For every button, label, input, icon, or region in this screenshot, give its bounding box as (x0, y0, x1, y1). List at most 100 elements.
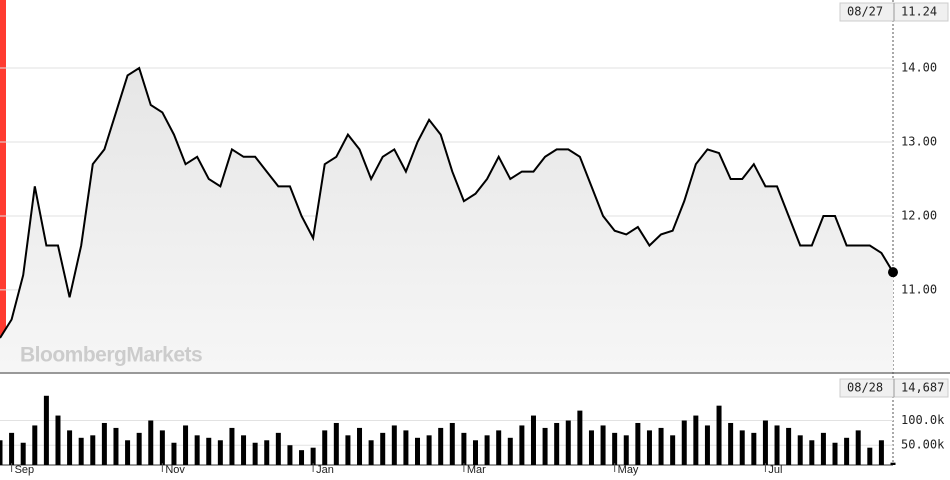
volume-bar (762, 420, 768, 465)
volume-bar (9, 432, 15, 465)
volume-bar (878, 440, 884, 465)
volume-bar (380, 432, 386, 465)
volume-bar (704, 425, 710, 465)
volume-bar (751, 432, 757, 465)
volume-bar (43, 395, 49, 465)
volume-bar (844, 437, 850, 465)
volume-bar (113, 427, 119, 465)
volume-bar (229, 427, 235, 465)
volume-bar (577, 410, 583, 465)
volume-bar (287, 445, 293, 465)
x-tick-label: Sep (15, 464, 35, 476)
volume-bar (252, 442, 258, 465)
volume-bar (438, 427, 444, 465)
volume-bar (55, 415, 61, 465)
volume-bar (217, 440, 223, 465)
volume-bar (797, 435, 803, 465)
volume-bar (635, 422, 641, 465)
volume-bar (565, 420, 571, 465)
volume-bar (681, 420, 687, 465)
volume-bar (774, 425, 780, 465)
volume-bar (855, 430, 861, 465)
volume-bar (658, 427, 664, 465)
volume-bar (496, 430, 502, 465)
last-value: 14,687 (901, 381, 944, 395)
volume-bar (449, 422, 455, 465)
volume-bar (820, 432, 826, 465)
x-tick-label: May (618, 464, 639, 476)
volume-bar (368, 440, 374, 465)
volume-bar (623, 435, 629, 465)
volume-bar (310, 447, 316, 465)
volume-bar (554, 422, 560, 465)
volume-bar (357, 427, 363, 465)
volume-bar (612, 432, 618, 465)
volume-bar (890, 462, 896, 465)
y-tick-label: 13.00 (901, 134, 937, 148)
volume-bar (739, 430, 745, 465)
volume-bar (507, 437, 513, 465)
volume-bar (867, 447, 873, 465)
volume-bar (148, 420, 154, 465)
volume-bar (125, 440, 131, 465)
last-value: 11.24 (901, 5, 937, 19)
watermark: BloombergMarkets (20, 344, 202, 367)
volume-bar (264, 440, 270, 465)
x-tick-label: Jul (768, 464, 782, 476)
volume-bar (693, 415, 699, 465)
volume-bar (275, 432, 281, 465)
volume-bar (403, 430, 409, 465)
last-date: 08/28 (847, 381, 883, 395)
volume-bar (716, 405, 722, 465)
volume-bar (183, 425, 189, 465)
volume-bar (32, 425, 38, 465)
last-point (888, 267, 898, 278)
x-tick-label: Jan (316, 464, 334, 476)
price-line (0, 66, 894, 339)
volume-bar (391, 425, 397, 465)
volume-bar (159, 430, 165, 465)
volume-bar (484, 435, 490, 465)
volume-bar (426, 435, 432, 465)
volume-bar (136, 432, 142, 465)
volume-bar (0, 440, 3, 465)
volume-bar (78, 437, 84, 465)
volume-bar (101, 422, 107, 465)
volume-bar (415, 437, 421, 465)
y-tick-label: 14.00 (901, 61, 937, 75)
volume-bar (809, 440, 815, 465)
red-marker (0, 0, 6, 340)
volume-bar (333, 422, 339, 465)
y-tick-label: 50.00k (901, 438, 945, 452)
y-tick-label: 100.0k (901, 413, 945, 427)
y-tick-label: 12.00 (901, 208, 937, 222)
y-tick-label: 11.00 (901, 282, 937, 296)
volume-bar (588, 430, 594, 465)
volume-bar (299, 450, 305, 465)
volume-bar (519, 425, 525, 465)
volume-bar (832, 442, 838, 465)
volume-bar (542, 427, 548, 465)
x-tick-label: Mar (467, 464, 486, 476)
volume-bar (461, 432, 467, 465)
volume-bar (194, 435, 200, 465)
volume-bar (67, 430, 73, 465)
price-area (0, 68, 893, 372)
volume-bar (90, 435, 96, 465)
volume-bar (206, 437, 212, 465)
volume-bar (646, 430, 652, 465)
volume-bar (728, 422, 734, 465)
last-date: 08/27 (847, 5, 883, 19)
volume-bar (786, 427, 792, 465)
volume-bar (322, 430, 328, 465)
volume-bar (20, 442, 26, 465)
volume-bar (670, 435, 676, 465)
volume-bar (472, 440, 478, 465)
volume-bar (241, 435, 247, 465)
volume-bar (530, 415, 536, 465)
volume-bar (171, 442, 177, 465)
volume-bar (600, 425, 606, 465)
volume-bar (345, 435, 351, 465)
x-tick-label: Nov (165, 464, 185, 476)
